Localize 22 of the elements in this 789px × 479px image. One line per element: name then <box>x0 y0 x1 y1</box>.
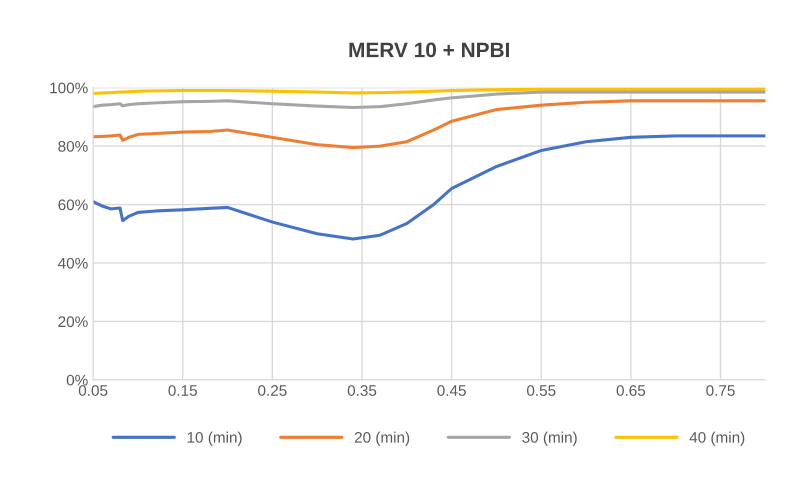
y-tick-label: 0% <box>66 374 88 386</box>
x-tick-label: 0.45 <box>437 385 466 396</box>
y-tick-label: 100% <box>50 82 88 94</box>
x-tick-label: 0.05 <box>78 385 108 396</box>
x-tick-label: 0.75 <box>706 385 735 396</box>
x-tick-label: 0.55 <box>526 385 556 396</box>
legend-label: 10 (min) <box>188 432 242 446</box>
line-series <box>93 90 766 110</box>
x-tick-label: 0.35 <box>348 385 376 396</box>
y-tick-label: 40% <box>58 258 88 269</box>
y-tick-label: 80% <box>58 140 88 152</box>
x-tick-label: 0.65 <box>616 385 646 396</box>
legend-label: 40 (min) <box>690 432 744 446</box>
line-series <box>93 134 766 241</box>
line-series <box>93 99 766 150</box>
y-tick-label: 60% <box>58 199 88 210</box>
chart-title: MERV 10 + NPBI <box>349 42 509 58</box>
x-tick-label: 0.25 <box>258 385 287 396</box>
legend-label: 20 (min) <box>354 432 410 446</box>
legend-label: 30 (min) <box>522 432 577 446</box>
y-tick-label: 20% <box>58 316 88 328</box>
x-tick-label: 0.15 <box>168 385 197 396</box>
